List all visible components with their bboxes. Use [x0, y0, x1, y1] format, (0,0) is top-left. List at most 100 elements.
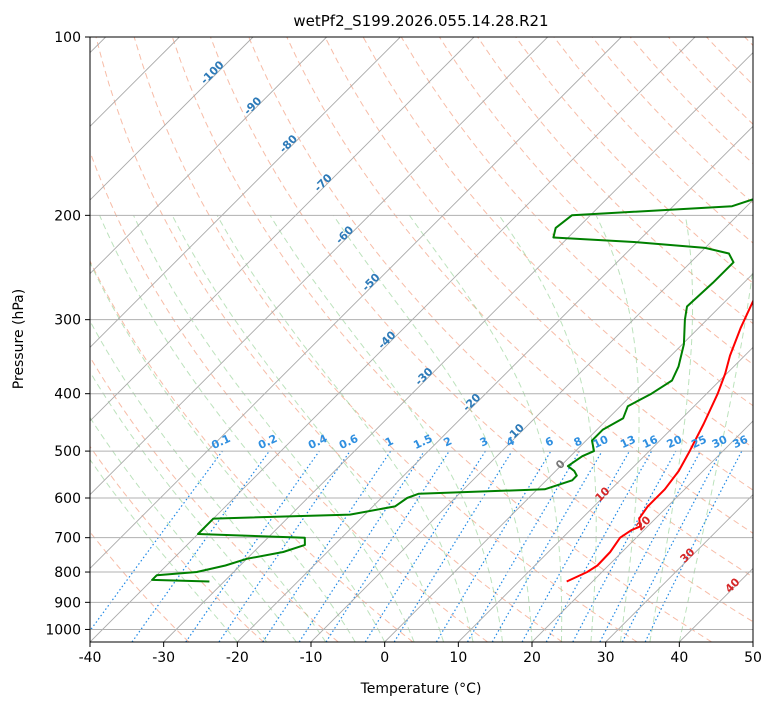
- y-tick-label: 1000: [45, 622, 81, 638]
- x-tick-label: -20: [226, 650, 249, 666]
- x-axis-ticks: -40 -30 -20 -10 0 10 20 30 40 50: [79, 642, 762, 666]
- mixing-ratio-line: [393, 450, 513, 642]
- mixing-ratio-line: [466, 450, 580, 642]
- x-axis-label: Temperature (°C): [360, 681, 482, 697]
- y-tick-label: 700: [54, 531, 81, 547]
- moist-adiabat: [99, 215, 386, 642]
- isotherm-label: -40: [375, 328, 398, 351]
- dry-adiabat: [248, 37, 753, 578]
- y-tick-label: 600: [54, 491, 81, 507]
- moist-adiabat: [269, 215, 503, 642]
- y-tick-label: 200: [54, 208, 81, 224]
- y-tick-label: 100: [54, 30, 81, 46]
- mixing-ratio-label: 25: [689, 433, 708, 451]
- moist-adiabat: [171, 215, 445, 642]
- isotherm-line: [90, 37, 548, 496]
- dry-adiabat: [706, 37, 753, 86]
- y-tick-label: 500: [54, 444, 81, 460]
- moist-adiabat: [408, 215, 563, 642]
- mixing-ratio-line: [644, 450, 743, 642]
- dry-adiabat: [90, 150, 488, 642]
- y-axis-ticks: 100 200 300 400 500 600 700 800 900 1000: [45, 30, 90, 638]
- isotherm-line: [90, 37, 254, 201]
- mixing-ratio-line: [185, 450, 320, 642]
- mixing-ratio-lines: [90, 450, 743, 642]
- moist-adiabat: [332, 215, 533, 642]
- mixing-ratio-label: 16: [640, 433, 660, 451]
- mixing-ratio-label: 3: [478, 434, 490, 449]
- mixing-ratio-line: [131, 450, 270, 642]
- x-tick-label: 50: [744, 650, 762, 666]
- dewpoint-profile: [151, 198, 753, 583]
- moist-adiabat: [133, 215, 415, 642]
- plot-frame: [89, 36, 754, 643]
- isotherm-line: [458, 346, 753, 642]
- isotherm-line: [163, 52, 753, 642]
- isotherm-line: [384, 273, 753, 642]
- plot-area: [90, 37, 753, 642]
- mixing-ratio-label: 30: [710, 433, 730, 451]
- isotherm-line: [310, 199, 753, 642]
- temperature-profile: [566, 299, 753, 583]
- profile-series: [151, 198, 753, 583]
- moist-adiabat: [678, 264, 753, 642]
- x-tick-label: 40: [670, 650, 688, 666]
- isotherm-label: -60: [333, 223, 356, 246]
- x-tick-label: -40: [79, 650, 102, 666]
- mixing-ratio-line: [298, 450, 425, 642]
- x-tick-label: 30: [597, 650, 615, 666]
- red-line-label: 30: [678, 545, 698, 565]
- mixing-ratio-label: 1.5: [411, 432, 434, 452]
- dry-adiabat: [90, 445, 264, 642]
- mixing-ratio-line: [218, 450, 351, 642]
- y-tick-label: 400: [54, 387, 81, 403]
- isotherm-line: [605, 494, 753, 642]
- dry-adiabat: [171, 37, 712, 642]
- dry-adiabat: [90, 531, 190, 642]
- dry-adiabat: [744, 37, 753, 47]
- isotherm-line: [531, 420, 753, 642]
- isotherm-line: [90, 37, 401, 348]
- mixing-ratio-label: 10: [591, 433, 611, 451]
- isotherm-label: -100: [198, 58, 227, 87]
- dry-adiabat: [90, 356, 339, 642]
- x-tick-label: 10: [449, 650, 467, 666]
- isotherm-label: -30: [412, 365, 435, 388]
- dry-adiabat: [95, 37, 563, 642]
- isotherm-line: [237, 125, 753, 642]
- dry-adiabat: [324, 37, 753, 491]
- mixing-ratio-label: 8: [572, 434, 584, 449]
- moist-adiabat: [90, 458, 238, 642]
- gray-line-label: 0: [553, 457, 568, 472]
- isotherm-line: [752, 641, 753, 642]
- moist-adiabat: [90, 370, 297, 642]
- moist-adiabats: [90, 215, 753, 642]
- mixing-ratio-line: [325, 450, 450, 642]
- moist-adiabat: [216, 215, 474, 642]
- mixing-ratio-line: [545, 450, 653, 642]
- mixing-ratio-label: 20: [665, 433, 685, 451]
- dry-adiabat: [515, 37, 753, 284]
- mixing-ratio-label: 1: [383, 434, 395, 449]
- isotherm-label: -90: [241, 94, 264, 117]
- pressure-gridlines: [90, 37, 753, 630]
- mixing-ratio-label: 36: [731, 433, 751, 451]
- skewed-isotherms: [90, 37, 753, 642]
- isotherm-label: -20: [460, 391, 483, 414]
- red-line-label: 40: [723, 575, 743, 595]
- mixing-ratio-line: [364, 450, 486, 642]
- x-tick-label: 0: [380, 650, 389, 666]
- dry-adiabat: [90, 259, 414, 642]
- isotherm-line: [90, 37, 475, 422]
- moist-adiabat: [90, 416, 268, 642]
- moist-adiabat: [649, 215, 694, 642]
- mixing-ratio-line: [521, 450, 631, 642]
- chart-title: wetPf2_S199.2026.055.14.28.R21: [293, 12, 548, 31]
- moist-adiabat: [90, 320, 327, 642]
- isotherm-line: [90, 37, 696, 642]
- isotherm-label: -80: [277, 132, 300, 155]
- mixing-ratio-label: 0.1: [209, 432, 232, 452]
- x-tick-label: -10: [300, 650, 323, 666]
- mixing-ratio-line: [90, 450, 223, 632]
